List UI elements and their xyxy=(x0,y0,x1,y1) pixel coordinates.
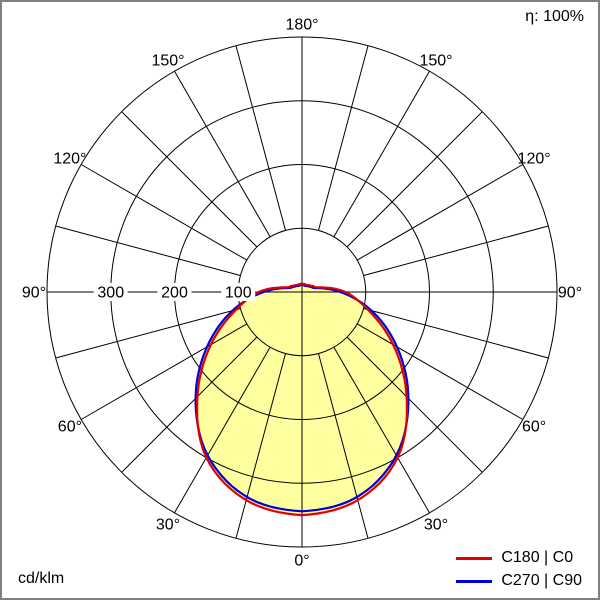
grid-spoke xyxy=(80,323,248,420)
grid-spoke xyxy=(333,346,430,514)
grid-spoke xyxy=(121,336,258,473)
grid-spoke xyxy=(80,164,248,261)
radial-tick-label: 200 xyxy=(161,285,188,302)
grid-spoke xyxy=(174,70,271,238)
grid-spoke xyxy=(363,225,549,276)
radial-tick-mask xyxy=(221,283,256,301)
grid-spoke xyxy=(55,225,241,276)
grid-spoke xyxy=(235,353,286,539)
grid-spoke xyxy=(174,346,271,514)
intensity-curve xyxy=(196,282,408,517)
angle-label: 0° xyxy=(294,553,309,570)
legend-line-blue xyxy=(456,579,493,583)
unit-label: cd/klm xyxy=(18,570,65,587)
angle-label: 90° xyxy=(22,285,46,302)
grid-spoke xyxy=(318,353,369,539)
grid-spoke xyxy=(235,45,286,231)
angle-label: 120° xyxy=(518,151,551,168)
legend-item-c90: C270 | C90 xyxy=(456,571,582,591)
grid-spoke xyxy=(356,323,524,420)
grid-spoke xyxy=(333,70,430,238)
angle-label: 30° xyxy=(156,517,180,534)
angle-label: 120° xyxy=(53,151,86,168)
angle-label: 90° xyxy=(558,285,582,302)
grid-spoke xyxy=(346,111,483,248)
grid-spoke xyxy=(318,45,369,231)
radial-tick-mask xyxy=(157,283,192,301)
angle-label: 60° xyxy=(522,419,546,436)
angle-label: 150° xyxy=(151,52,184,69)
grid-spoke xyxy=(55,308,241,359)
legend-item-c0: C180 | C0 xyxy=(456,548,582,568)
angle-label: 150° xyxy=(419,52,452,69)
legend: C180 | C0 C270 | C90 xyxy=(456,548,582,591)
legend-label-c0: C180 | C0 xyxy=(501,549,574,566)
angle-label: 30° xyxy=(424,517,448,534)
efficiency-label: η: 100% xyxy=(525,8,584,25)
radial-tick-label: 300 xyxy=(97,285,124,302)
legend-label-c90: C270 | C90 xyxy=(501,572,582,589)
radial-tick-mask xyxy=(93,283,128,301)
intensity-curve xyxy=(194,283,410,513)
grid-spoke xyxy=(121,111,258,248)
grid-spoke xyxy=(363,308,549,359)
angle-label: 60° xyxy=(58,419,82,436)
angle-label: 180° xyxy=(285,17,318,34)
grid-spoke xyxy=(356,164,524,261)
grid-spoke xyxy=(346,336,483,473)
radial-tick-label: 100 xyxy=(225,285,252,302)
legend-line-red xyxy=(456,556,493,560)
